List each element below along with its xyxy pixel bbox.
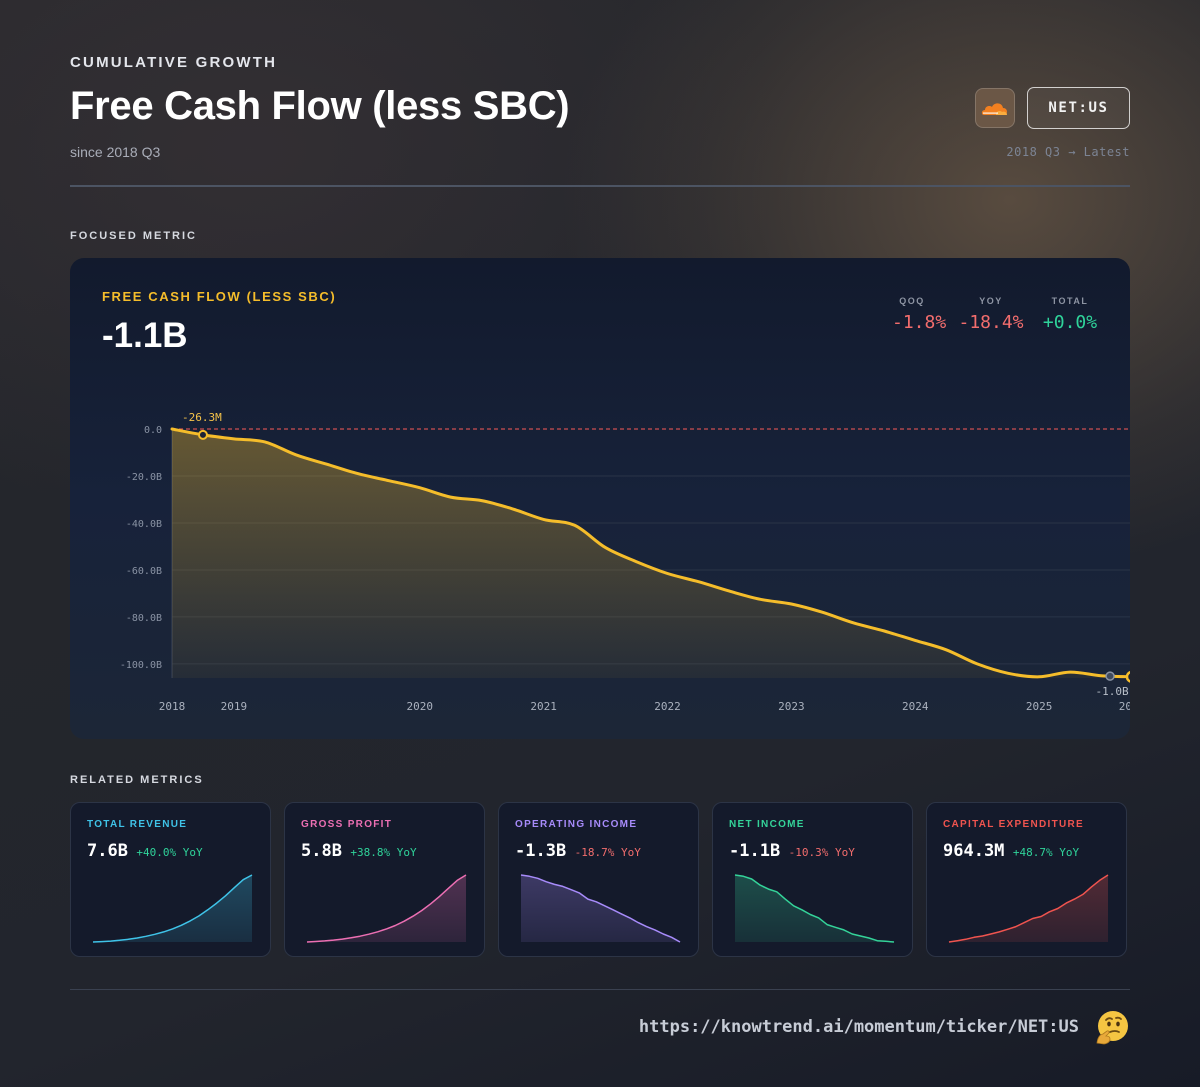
stat-label: TOTAL [1051,296,1089,306]
sparkline-area [949,875,1108,942]
sparkline-area [307,875,466,942]
y-tick-label: 0.0 [144,425,162,436]
sparkline [520,874,681,943]
related-change: +48.7% YoY [1012,846,1080,859]
section-label-related: RELATED METRICS [70,774,204,786]
related-value: 5.8B [301,841,342,861]
related-card-total-revenue[interactable]: TOTAL REVENUE 7.6B +40.0% YoY [70,802,271,957]
header-divider [70,185,1130,187]
sparkline [734,874,895,943]
page-title: Free Cash Flow (less SBC) [70,84,570,128]
x-tick-label: 2023 [778,700,805,713]
last-point-marker [1125,670,1130,683]
sparkline [92,874,253,943]
related-label: TOTAL REVENUE [87,819,188,830]
cloudflare-logo-icon [975,88,1015,128]
end-point-marker [1105,671,1115,681]
y-tick-label: -20.0B [126,472,162,483]
related-change: -10.3% YoY [788,846,855,859]
metric-value: -1.1B [102,316,188,355]
y-tick-label: -40.0B [126,519,162,530]
related-value: 7.6B [87,841,128,861]
related-change: +38.8% YoY [350,846,417,859]
related-label: OPERATING INCOME [515,819,638,830]
start-point-label: -26.3M [182,411,222,424]
x-tick-label: 2024 [902,700,929,713]
related-card-gross-profit[interactable]: GROSS PROFIT 5.8B +38.8% YoY [284,802,485,957]
related-card-net-income[interactable]: NET INCOME -1.1B -10.3% YoY [712,802,913,957]
x-tick-label: 2025 [1026,700,1053,713]
related-label: GROSS PROFIT [301,819,393,830]
footer-divider [70,989,1130,990]
related-card-capital-expenditure[interactable]: CAPITAL EXPENDITURE 964.3M +48.7% YoY [926,802,1127,957]
stat-total: TOTAL +0.0% [1040,296,1100,333]
stat-yoy: YOY -18.4% [954,296,1028,333]
related-value: 964.3M [943,841,1005,861]
focused-metric-card: FREE CASH FLOW (LESS SBC) -1.1B QOQ -1.8… [70,258,1130,739]
page-subtitle: since 2018 Q3 [70,144,161,160]
related-card-operating-income[interactable]: OPERATING INCOME -1.3B -18.7% YoY [498,802,699,957]
y-tick-label: -100.0B [120,660,162,671]
related-change: +40.0% YoY [136,846,203,859]
stat-label: YOY [979,296,1003,306]
sparkline-line [306,874,467,943]
x-tick-label: 2018 [159,700,186,713]
start-point-marker [197,429,208,440]
sparkline-area [93,875,252,942]
related-value: -1.3B [515,841,567,861]
metric-name: FREE CASH FLOW (LESS SBC) [102,289,337,304]
page-eyebrow: CUMULATIVE GROWTH [70,54,278,71]
sparkline-line [948,874,1109,943]
end-point-label: -1.0B [1096,685,1129,698]
sparkline-line [734,874,895,943]
x-tick-label: 2025 [1119,700,1130,713]
sparkline [306,874,467,943]
related-label: CAPITAL EXPENDITURE [943,819,1085,830]
x-tick-label: 2022 [654,700,681,713]
related-change: -18.7% YoY [574,846,641,859]
sparkline-line [92,874,253,943]
stat-label: QOQ [899,296,925,306]
stat-value: -18.4% [958,312,1024,333]
date-range-label: 2018 Q3 → Latest [1006,145,1130,159]
section-label-focused: FOCUSED METRIC [70,230,197,242]
y-tick-label: -80.0B [126,613,162,624]
ticker-button[interactable]: NET:US [1027,87,1130,129]
series-line [170,427,1130,679]
x-tick-label: 2019 [221,700,248,713]
y-tick-label: -60.0B [126,566,162,577]
related-label: NET INCOME [729,819,805,830]
stat-value: +0.0% [1042,312,1098,333]
footer-url-link[interactable]: https://knowtrend.ai/momentum/ticker/NET… [638,1017,1079,1037]
x-tick-label: 2020 [406,700,433,713]
sparkline-area [521,875,680,942]
x-tick-label: 2021 [530,700,557,713]
related-value: -1.1B [729,841,781,861]
series-area [172,429,1130,678]
sparkline-line [520,874,681,943]
sparkline [948,874,1109,943]
focused-area-chart: 0.0 -20.0B -40.0B -60.0B -80.0B -100.0B 2018 20… [120,411,1130,713]
thinking-face-icon [1096,1011,1128,1045]
